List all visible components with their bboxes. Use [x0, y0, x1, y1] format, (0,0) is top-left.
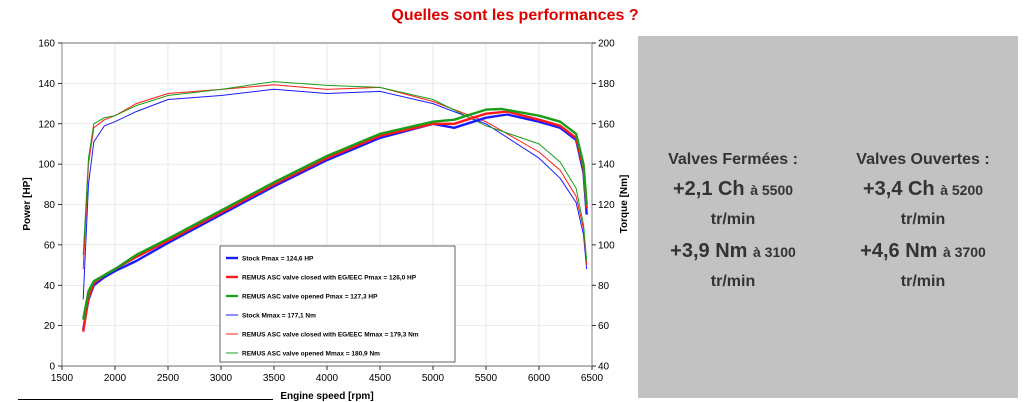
y-tick-label: 160	[38, 39, 55, 50]
bottom-rule	[18, 399, 273, 400]
series-lines	[82, 81, 588, 332]
y2-axis-label: Torque [Nm]	[619, 175, 630, 234]
y2-tick-labels: 40 60 80 100 120 140 160 180 200	[592, 39, 615, 373]
legend-box	[219, 245, 456, 363]
y2-tick-label: 120	[598, 200, 615, 211]
y2-tick-label: 40	[598, 362, 610, 373]
x-tick-labels: 1500 2000 2500 3000 3500 4000 4500 5000 5500 6000…	[51, 366, 604, 384]
x-tick-label: 5500	[475, 373, 498, 384]
y-tick-label: 0	[49, 362, 55, 373]
closed-power-unit: tr/min	[710, 211, 756, 228]
x-tick-label: 4000	[316, 373, 339, 384]
legend: Stock Pmax = 124,6 HP REMUS ASC valve clo…	[219, 245, 456, 363]
open-torque-value: +4,6 Nm	[860, 240, 938, 262]
y-tick-label: 60	[44, 240, 56, 251]
open-power-rpm: à 5200	[940, 182, 984, 198]
open-power-unit: tr/min	[900, 211, 946, 228]
series-line-open-power	[82, 107, 588, 320]
legend-items: Stock Pmax = 124,6 HP REMUS ASC valve clo…	[226, 256, 419, 358]
y-tick-label: 140	[38, 79, 55, 90]
y-tick-label: 20	[44, 321, 56, 332]
legend-label: REMUS ASC valve closed with EG/EEC Mmax …	[242, 332, 419, 339]
series-line-closed-torque	[82, 84, 588, 270]
legend-label: Stock Mmax = 177,1 Nm	[242, 313, 316, 320]
y2-tick-label: 60	[598, 321, 610, 332]
y-tick-label: 100	[38, 160, 55, 171]
y-tick-label: 40	[44, 281, 56, 292]
page-title: Quelles sont les performances ?	[391, 7, 639, 24]
x-tick-label: 6500	[581, 373, 604, 384]
closed-power-value: +2,1 Ch	[672, 178, 745, 200]
open-torque-unit: tr/min	[900, 273, 946, 290]
x-tick-label: 3500	[263, 373, 286, 384]
series-line-open-torque	[82, 81, 588, 262]
x-tick-label: 2500	[157, 373, 180, 384]
open-torque-gain: +4,6 Nm à 3700	[828, 234, 1018, 268]
open-power-gain: +3,4 Ch à 5200	[828, 172, 1018, 206]
x-tick-label: 3000	[210, 373, 233, 384]
y-axis-label: Power [HP]	[22, 177, 33, 230]
y-tick-label: 120	[38, 119, 55, 130]
closed-power-rpm: à 5500	[750, 182, 794, 198]
valves-closed-column: Valves Fermées : +2,1 Ch à 5500 tr/min +…	[638, 148, 828, 296]
legend-label: Stock Pmax = 124,6 HP	[242, 256, 314, 263]
closed-torque-unit: tr/min	[710, 273, 756, 290]
y2-tick-label: 80	[598, 281, 610, 292]
valves-open-column: Valves Ouvertes : +3,4 Ch à 5200 tr/min …	[828, 148, 1018, 296]
open-torque-rpm: à 3700	[943, 244, 986, 260]
closed-torque-gain: +3,9 Nm à 3100	[638, 234, 828, 268]
open-power-value: +3,4 Ch	[862, 178, 935, 200]
closed-power-gain: +2,1 Ch à 5500	[638, 172, 828, 206]
closed-torque-value: +3,9 Nm	[670, 240, 748, 262]
y2-tick-label: 200	[598, 39, 615, 50]
x-tick-label: 4500	[369, 373, 392, 384]
legend-label: REMUS ASC valve opened Pmax = 127,3 HP	[242, 294, 378, 301]
x-tick-label: 5000	[422, 373, 445, 384]
y2-tick-label: 180	[598, 79, 615, 90]
x-axis-label: Engine speed [rpm]	[280, 391, 373, 402]
x-tick-label: 2000	[104, 373, 127, 384]
valves-open-title: Valves Ouvertes :	[856, 151, 990, 168]
legend-label: REMUS ASC valve opened Mmax = 180,9 Nm	[242, 351, 380, 358]
y-tick-label: 80	[44, 200, 56, 211]
legend-label: REMUS ASC valve closed with EG/EEC Pmax …	[242, 275, 417, 282]
series-line-stock-torque	[82, 88, 588, 300]
y2-tick-label: 100	[598, 240, 615, 251]
y-tick-labels: 0 20 40 60 80 100 120 140 160	[38, 39, 62, 373]
closed-torque-rpm: à 3100	[753, 244, 796, 260]
series-line-stock-power	[82, 113, 588, 330]
x-tick-label: 1500	[51, 373, 74, 384]
x-tick-label: 6000	[528, 373, 551, 384]
y2-tick-label: 160	[598, 119, 615, 130]
dyno-chart: 1500 2000 2500 3000 3500 4000 4500 5000 5500 6000…	[22, 39, 630, 402]
y2-tick-label: 140	[598, 160, 615, 171]
stats-panel: Valves Fermées : +2,1 Ch à 5500 tr/min +…	[638, 36, 1018, 398]
valves-closed-title: Valves Fermées :	[668, 151, 798, 168]
